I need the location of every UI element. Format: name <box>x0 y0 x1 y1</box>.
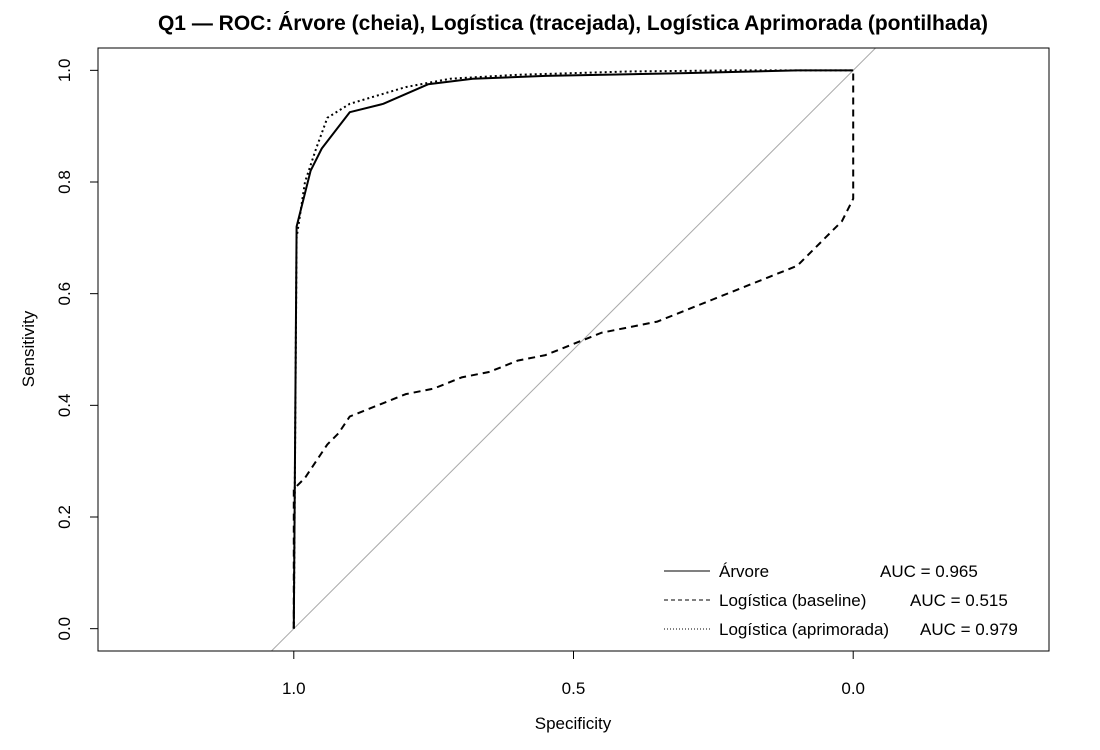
legend: Árvore AUC = 0.965 Logística (baseline) AUC… <box>664 562 1018 639</box>
y-tick-label: 0.6 <box>55 282 74 306</box>
legend-label-3: Logística (aprimorada) <box>719 620 889 639</box>
chart-title: Q1 — ROC: Árvore (cheia), Logística (tra… <box>157 12 989 35</box>
series-line-2 <box>292 70 855 629</box>
legend-auc-3: AUC = 0.979 <box>920 620 1018 639</box>
reference-diagonal-line <box>271 47 876 652</box>
legend-auc-2: AUC = 0.515 <box>910 591 1008 610</box>
legend-label-1: Árvore <box>719 562 769 581</box>
y-tick-label: 1.0 <box>55 59 74 83</box>
y-tick-label: 0.8 <box>55 170 74 194</box>
y-tick-label: 0.4 <box>55 394 74 418</box>
series-layer <box>292 69 855 629</box>
legend-auc-1: AUC = 0.965 <box>880 562 978 581</box>
x-tick-label: 1.0 <box>282 679 306 698</box>
y-tick-label: 0.2 <box>55 505 74 529</box>
x-tick-label: 0.5 <box>562 679 586 698</box>
x-tick-label: 0.0 <box>841 679 865 698</box>
x-axis-label: Specificity <box>535 714 612 733</box>
legend-label-2: Logística (baseline) <box>719 591 866 610</box>
y-axis: 0.0 0.2 0.4 0.6 0.8 1.0 <box>55 59 99 641</box>
x-axis: 1.0 0.5 0.0 <box>282 650 865 698</box>
y-axis-label: Sensitivity <box>19 310 38 387</box>
series-line-3 <box>292 69 854 629</box>
y-tick-label: 0.0 <box>55 617 74 641</box>
reference-layer <box>271 47 876 652</box>
series-line-1 <box>292 69 854 629</box>
